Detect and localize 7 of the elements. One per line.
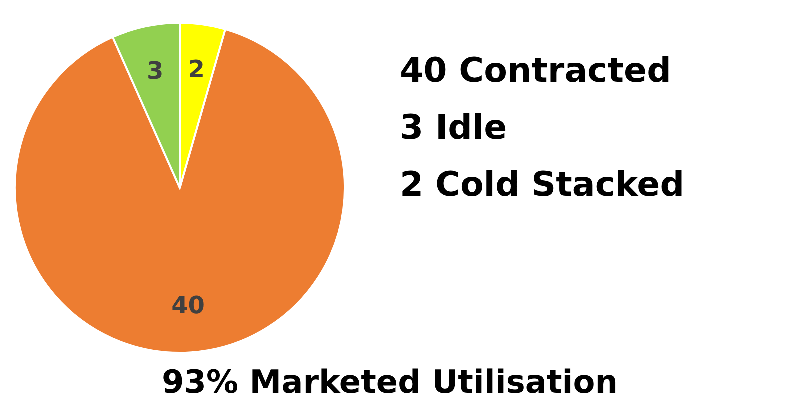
- text: 93% Marketed Utilisation: [162, 363, 618, 401]
- text: 40 Contracted: [400, 51, 672, 91]
- data-label: 3: [146, 56, 164, 85]
- text: 2 Cold Stacked: [400, 165, 685, 205]
- data-label: 40: [172, 292, 205, 320]
- data-label: 2: [188, 55, 205, 84]
- text: 3 Idle: [400, 108, 508, 148]
